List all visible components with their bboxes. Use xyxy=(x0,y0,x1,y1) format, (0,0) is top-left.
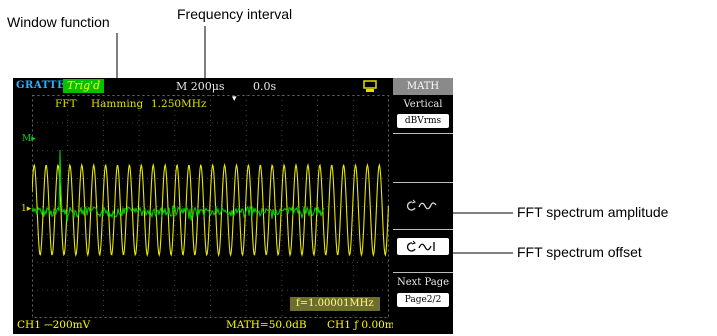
callout-fft-amplitude: FFT spectrum amplitude xyxy=(517,204,669,220)
math-scale-readout: MATH=50.0dB xyxy=(226,319,307,331)
leader-line-window xyxy=(116,33,118,99)
leader-line-interval xyxy=(204,26,206,99)
menu-slot-empty[interactable] xyxy=(393,134,453,182)
frequency-interval-label: 1.250MHz xyxy=(151,98,207,110)
frequency-readout: f=1.00001MHz xyxy=(290,297,380,311)
timebase-readout: M 200μs xyxy=(176,80,225,93)
menu-divider xyxy=(393,272,453,273)
math-side-menu: MATH Vertical dBVrms xyxy=(393,78,453,334)
menu-divider xyxy=(393,182,453,183)
ch1-trace xyxy=(31,162,389,258)
brand-logo: GRATTEN xyxy=(16,80,75,91)
math-fft-trace xyxy=(31,149,325,222)
trigger-readout: CH1 ƒ 0.00mV xyxy=(327,319,403,331)
math-position-marker: M▸ xyxy=(22,134,36,144)
trigger-status-badge: Trig'd xyxy=(63,79,105,93)
ch1-position-marker: 1▸ xyxy=(21,204,32,214)
amplitude-knob-icon xyxy=(407,199,437,211)
callout-window-function: Window function xyxy=(7,14,110,30)
delay-readout: 0.0s xyxy=(253,80,277,93)
usb-storage-icon xyxy=(363,80,377,92)
vertical-unit-value: dBVrms xyxy=(397,114,449,128)
menu-title: MATH xyxy=(393,78,453,95)
vertical-label: Vertical xyxy=(403,99,443,110)
waveform-display xyxy=(31,94,390,319)
fft-offset-button[interactable] xyxy=(393,230,453,272)
menu-divider xyxy=(393,133,453,134)
menu-divider xyxy=(393,229,453,230)
top-status-bar: GRATTEN Trig'd M 200μs 0.0s xyxy=(13,78,391,95)
leader-line-offset xyxy=(453,252,513,254)
grid-border xyxy=(32,95,389,318)
oscilloscope-screen: GRATTEN Trig'd M 200μs 0.0s FFT Hamming … xyxy=(13,78,453,334)
callout-fft-offset: FFT spectrum offset xyxy=(517,244,642,260)
callout-frequency-interval: Frequency interval xyxy=(177,6,293,22)
waveform-plot xyxy=(31,94,390,319)
leader-line-amplitude xyxy=(453,212,513,214)
offset-button-highlight xyxy=(397,238,449,255)
ch1-scale-readout: CH1 ⎓200mV xyxy=(17,319,91,331)
offset-knob-icon xyxy=(407,240,435,252)
page-indicator: Page2/2 xyxy=(397,293,449,307)
fft-amplitude-button[interactable] xyxy=(393,183,453,229)
trigger-position-marker: ▾ xyxy=(232,94,237,104)
fft-mode-label: FFT xyxy=(55,98,77,110)
window-function-label: Hamming xyxy=(91,98,144,110)
next-page-label: Next Page xyxy=(396,277,450,288)
